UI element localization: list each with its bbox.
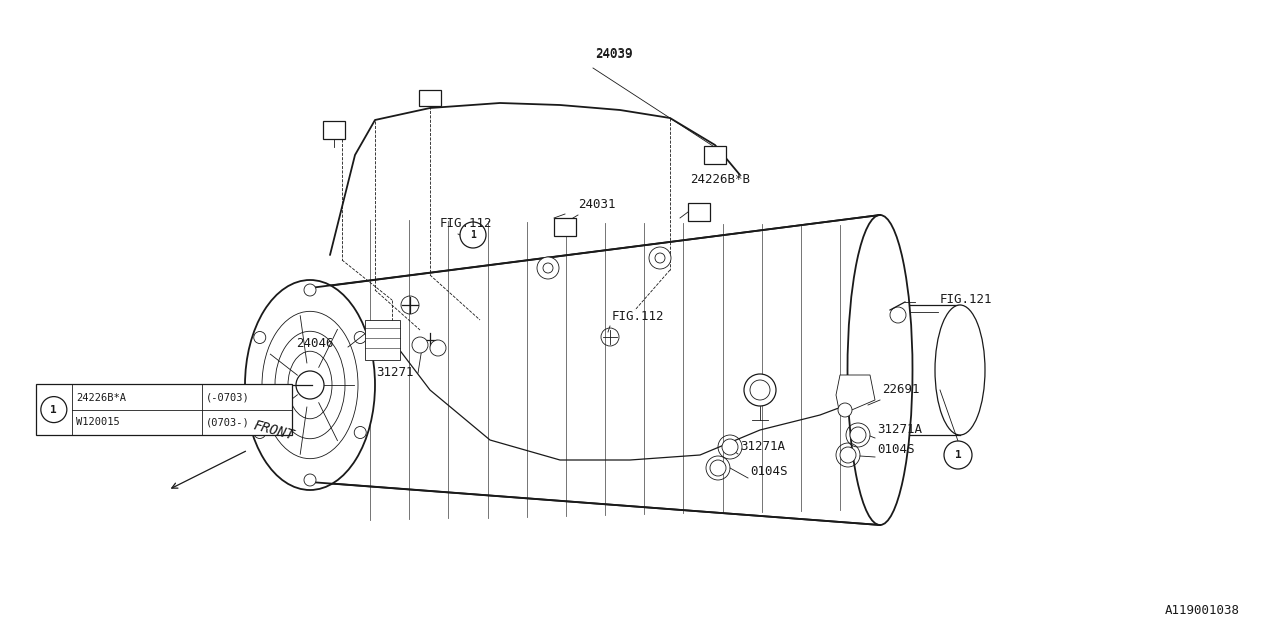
- Text: FIG.112: FIG.112: [440, 217, 493, 230]
- Text: 0104S: 0104S: [877, 443, 914, 456]
- Bar: [365, 320, 401, 360]
- Circle shape: [460, 222, 486, 248]
- Circle shape: [355, 426, 366, 438]
- Circle shape: [710, 460, 726, 476]
- Circle shape: [430, 340, 445, 356]
- Circle shape: [305, 474, 316, 486]
- Circle shape: [41, 397, 67, 422]
- Text: 24046: 24046: [296, 337, 334, 350]
- Text: W120015: W120015: [76, 417, 119, 428]
- Ellipse shape: [744, 374, 776, 406]
- Circle shape: [850, 427, 867, 443]
- Bar: [323, 121, 346, 139]
- Circle shape: [305, 284, 316, 296]
- Text: 24031: 24031: [579, 198, 616, 211]
- Text: 24226B*A: 24226B*A: [76, 393, 125, 403]
- Circle shape: [538, 257, 559, 279]
- Circle shape: [253, 332, 266, 344]
- Text: 24039: 24039: [595, 47, 632, 60]
- Polygon shape: [310, 215, 881, 525]
- Text: 1: 1: [955, 450, 961, 460]
- Text: A119001038: A119001038: [1165, 604, 1240, 616]
- Text: 22691: 22691: [882, 383, 919, 396]
- Circle shape: [355, 332, 366, 344]
- Ellipse shape: [847, 215, 913, 525]
- Bar: [689, 203, 710, 221]
- Ellipse shape: [296, 371, 324, 399]
- Polygon shape: [836, 375, 876, 415]
- Text: 31271: 31271: [376, 366, 413, 379]
- Text: FRONT: FRONT: [252, 419, 296, 443]
- Bar: [36, 384, 292, 435]
- Circle shape: [722, 439, 739, 455]
- Bar: [704, 146, 726, 164]
- Text: 24226B*B: 24226B*B: [690, 173, 750, 186]
- Text: 0104S: 0104S: [750, 465, 787, 478]
- Text: 24039: 24039: [595, 48, 632, 61]
- Ellipse shape: [244, 280, 375, 490]
- Circle shape: [838, 403, 852, 417]
- Text: FIG.121: FIG.121: [940, 293, 992, 306]
- Text: (-0703): (-0703): [206, 393, 250, 403]
- Text: 1: 1: [50, 404, 58, 415]
- Circle shape: [412, 337, 428, 353]
- Ellipse shape: [934, 305, 986, 435]
- Circle shape: [253, 426, 266, 438]
- Text: FIG.112: FIG.112: [612, 310, 664, 323]
- Text: (0703-): (0703-): [206, 417, 250, 428]
- Circle shape: [840, 447, 856, 463]
- Text: 31271A: 31271A: [877, 423, 922, 436]
- Text: 31271A: 31271A: [740, 440, 785, 453]
- Circle shape: [649, 247, 671, 269]
- Circle shape: [945, 441, 972, 469]
- Bar: [554, 218, 576, 236]
- Bar: [419, 90, 442, 106]
- Text: 1: 1: [470, 230, 476, 240]
